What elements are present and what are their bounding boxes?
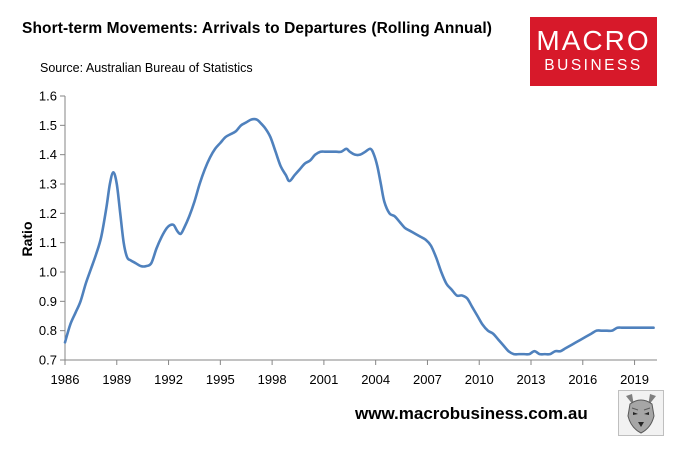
chart-axes <box>64 96 657 361</box>
x-tick-label: 2010 <box>465 372 494 387</box>
series-line <box>63 117 655 356</box>
y-tick-label: 1.1 <box>39 235 57 250</box>
y-axis-label: Ratio <box>19 222 35 257</box>
y-tick-label: 1.3 <box>39 177 57 192</box>
x-tick-label: 1995 <box>206 372 235 387</box>
logo-line-2: BUSINESS <box>544 57 643 74</box>
chart-ticks: 0.7 0.8 0.9 1.0 1.1 1.2 1.3 1.4 1.5 1.6 1986 1989 19… <box>39 89 649 388</box>
chart-series <box>63 117 655 356</box>
y-tick-label: 0.8 <box>39 323 57 338</box>
x-tick-label: 2007 <box>413 372 442 387</box>
y-tick-label: 1.2 <box>39 206 57 221</box>
y-tick-label: 1.5 <box>39 118 57 133</box>
chart-title: Short-term Movements: Arrivals to Depart… <box>22 20 493 37</box>
x-tick-label: 1986 <box>51 372 80 387</box>
y-tick-label: 1.6 <box>39 89 57 104</box>
y-tick-label: 1.4 <box>39 147 57 162</box>
x-tick-label: 2001 <box>309 372 338 387</box>
x-tick-label: 2016 <box>568 372 597 387</box>
x-tick-label: 1998 <box>258 372 287 387</box>
x-tick-label: 2019 <box>620 372 649 387</box>
logo-line-1: MACRO <box>536 25 651 56</box>
y-tick-label: 0.9 <box>39 294 57 309</box>
x-tick-label: 2013 <box>517 372 546 387</box>
x-tick-label: 2004 <box>361 372 390 387</box>
chart-source: Source: Australian Bureau of Statistics <box>40 61 253 75</box>
x-tick-label: 1992 <box>154 372 183 387</box>
wolf-icon <box>618 390 664 436</box>
website-url[interactable]: www.macrobusiness.com.au <box>355 404 588 423</box>
y-tick-label: 0.7 <box>39 353 57 368</box>
x-tick-label: 1989 <box>102 372 131 387</box>
y-tick-label: 1.0 <box>39 265 57 280</box>
macrobusiness-logo[interactable]: MACRO BUSINESS <box>530 17 657 86</box>
